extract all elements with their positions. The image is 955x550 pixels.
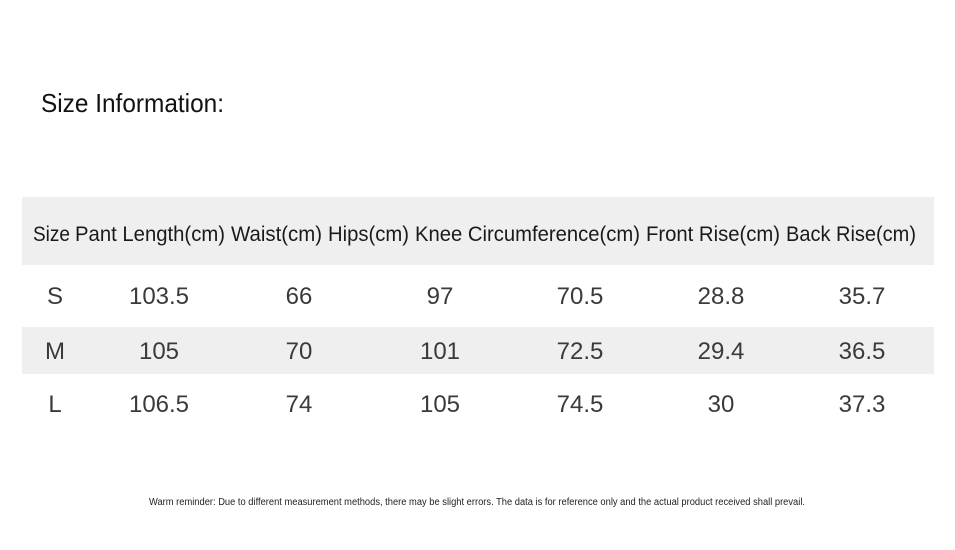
header-band (22, 197, 934, 265)
table-cell: 37.3 (839, 391, 886, 418)
table-cell: 66 (286, 283, 313, 310)
footnote: Warm reminder: Due to different measurem… (149, 497, 805, 508)
table-cell: 105 (139, 338, 179, 365)
table-cell: 35.7 (839, 283, 886, 310)
table-cell: 106.5 (129, 391, 189, 418)
header-cell: Front Rise(cm) (646, 223, 780, 246)
table-cell: 70.5 (557, 283, 604, 310)
header-cell: Hips(cm) (328, 223, 409, 246)
header-cell: Pant Length(cm) (75, 223, 225, 246)
header-cell: Waist(cm) (231, 223, 322, 246)
row-band (22, 327, 934, 374)
table-cell: 105 (420, 391, 460, 418)
header-cell: Knee Circumference(cm) (415, 223, 640, 246)
table-cell: 29.4 (698, 338, 745, 365)
table-cell: S (47, 283, 63, 310)
table-cell: 72.5 (557, 338, 604, 365)
table-cell: M (45, 338, 65, 365)
table-cell: 74.5 (557, 391, 604, 418)
table-cell: 97 (427, 283, 454, 310)
table-cell: 36.5 (839, 338, 886, 365)
table-cell: 74 (286, 391, 313, 418)
table-cell: 101 (420, 338, 460, 365)
table-cell: L (48, 391, 61, 418)
header-cell: Back Rise(cm) (786, 223, 916, 246)
table-cell: 30 (708, 391, 735, 418)
table-cell: 103.5 (129, 283, 189, 310)
header-cell: Size (33, 223, 70, 246)
table-cell: 70 (286, 338, 313, 365)
table-cell: 28.8 (698, 283, 745, 310)
title: Size Information: (41, 88, 224, 118)
